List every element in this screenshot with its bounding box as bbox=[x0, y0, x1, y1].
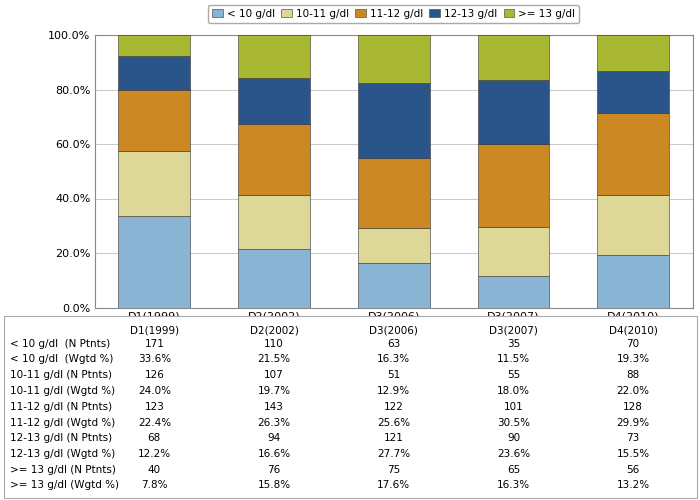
Text: 10-11 g/dl (Wgtd %): 10-11 g/dl (Wgtd %) bbox=[10, 386, 116, 396]
Text: 13.2%: 13.2% bbox=[617, 480, 650, 490]
Bar bbox=[358, 82, 430, 158]
Bar bbox=[238, 78, 310, 124]
Text: 10-11 g/dl (N Ptnts): 10-11 g/dl (N Ptnts) bbox=[10, 370, 113, 380]
Text: 12-13 g/dl (N Ptnts): 12-13 g/dl (N Ptnts) bbox=[10, 433, 113, 443]
Text: 25.6%: 25.6% bbox=[377, 418, 410, 428]
Text: D4(2010): D4(2010) bbox=[609, 326, 657, 336]
Bar bbox=[477, 80, 550, 144]
Text: 75: 75 bbox=[387, 465, 400, 475]
Text: 121: 121 bbox=[384, 433, 404, 443]
Text: 94: 94 bbox=[267, 433, 281, 443]
Text: 56: 56 bbox=[626, 465, 640, 475]
Text: 16.3%: 16.3% bbox=[377, 354, 410, 364]
Text: 88: 88 bbox=[626, 370, 640, 380]
Text: < 10 g/dl  (N Ptnts): < 10 g/dl (N Ptnts) bbox=[10, 339, 111, 349]
Text: 11-12 g/dl (N Ptnts): 11-12 g/dl (N Ptnts) bbox=[10, 402, 113, 412]
Text: 19.3%: 19.3% bbox=[617, 354, 650, 364]
Bar bbox=[597, 36, 669, 71]
Text: 123: 123 bbox=[144, 402, 164, 412]
Text: 35: 35 bbox=[507, 339, 520, 349]
Text: 55: 55 bbox=[507, 370, 520, 380]
Bar bbox=[597, 114, 669, 195]
Bar bbox=[597, 195, 669, 255]
Text: 15.5%: 15.5% bbox=[617, 449, 650, 459]
Bar bbox=[238, 124, 310, 195]
Text: 76: 76 bbox=[267, 465, 281, 475]
Text: 18.0%: 18.0% bbox=[497, 386, 530, 396]
Text: 11-12 g/dl (Wgtd %): 11-12 g/dl (Wgtd %) bbox=[10, 418, 116, 428]
Text: 90: 90 bbox=[507, 433, 520, 443]
Text: 12.2%: 12.2% bbox=[138, 449, 171, 459]
Bar bbox=[358, 34, 430, 82]
Text: D2(2002): D2(2002) bbox=[250, 326, 298, 336]
Text: 12.9%: 12.9% bbox=[377, 386, 410, 396]
Text: 16.6%: 16.6% bbox=[258, 449, 290, 459]
Bar bbox=[477, 227, 550, 276]
Bar bbox=[597, 71, 669, 114]
Text: 51: 51 bbox=[387, 370, 400, 380]
Bar bbox=[118, 56, 190, 90]
Text: 21.5%: 21.5% bbox=[258, 354, 290, 364]
Text: 30.5%: 30.5% bbox=[497, 418, 530, 428]
Text: >= 13 g/dl (Wgtd %): >= 13 g/dl (Wgtd %) bbox=[10, 480, 120, 490]
Text: >= 13 g/dl (N Ptnts): >= 13 g/dl (N Ptnts) bbox=[10, 465, 116, 475]
Text: 33.6%: 33.6% bbox=[138, 354, 171, 364]
Legend: < 10 g/dl, 10-11 g/dl, 11-12 g/dl, 12-13 g/dl, >= 13 g/dl: < 10 g/dl, 10-11 g/dl, 11-12 g/dl, 12-13… bbox=[209, 5, 580, 23]
Text: 63: 63 bbox=[387, 339, 400, 349]
Text: 171: 171 bbox=[144, 339, 164, 349]
Text: 143: 143 bbox=[264, 402, 284, 412]
Text: 29.9%: 29.9% bbox=[617, 418, 650, 428]
Bar bbox=[118, 216, 190, 308]
Text: D1(1999): D1(1999) bbox=[130, 326, 179, 336]
Text: 17.6%: 17.6% bbox=[377, 480, 410, 490]
Text: 23.6%: 23.6% bbox=[497, 449, 530, 459]
Text: 128: 128 bbox=[623, 402, 643, 412]
Text: 27.7%: 27.7% bbox=[377, 449, 410, 459]
Bar bbox=[358, 228, 430, 263]
Text: 24.0%: 24.0% bbox=[138, 386, 171, 396]
Text: 15.8%: 15.8% bbox=[258, 480, 290, 490]
Bar bbox=[238, 249, 310, 308]
Text: 16.3%: 16.3% bbox=[497, 480, 530, 490]
Text: < 10 g/dl  (Wgtd %): < 10 g/dl (Wgtd %) bbox=[10, 354, 114, 364]
Text: 11.5%: 11.5% bbox=[497, 354, 530, 364]
Text: 70: 70 bbox=[626, 339, 640, 349]
Text: 126: 126 bbox=[144, 370, 164, 380]
Bar bbox=[477, 36, 550, 80]
Text: 73: 73 bbox=[626, 433, 640, 443]
Text: 65: 65 bbox=[507, 465, 520, 475]
Text: 122: 122 bbox=[384, 402, 404, 412]
Bar bbox=[238, 36, 310, 78]
Text: 68: 68 bbox=[148, 433, 161, 443]
Bar bbox=[118, 150, 190, 216]
Bar bbox=[358, 263, 430, 308]
Bar bbox=[358, 158, 430, 228]
Text: 12-13 g/dl (Wgtd %): 12-13 g/dl (Wgtd %) bbox=[10, 449, 116, 459]
Text: 22.4%: 22.4% bbox=[138, 418, 171, 428]
Text: 40: 40 bbox=[148, 465, 161, 475]
Bar bbox=[118, 90, 190, 150]
Bar bbox=[238, 195, 310, 249]
Bar bbox=[477, 276, 550, 308]
Text: 110: 110 bbox=[264, 339, 284, 349]
Bar bbox=[118, 35, 190, 56]
Text: 26.3%: 26.3% bbox=[258, 418, 290, 428]
Bar bbox=[597, 255, 669, 308]
Text: D3(2007): D3(2007) bbox=[489, 326, 538, 336]
Bar bbox=[477, 144, 550, 227]
Text: 107: 107 bbox=[264, 370, 284, 380]
Text: 22.0%: 22.0% bbox=[617, 386, 650, 396]
Text: 101: 101 bbox=[503, 402, 524, 412]
Text: D3(2006): D3(2006) bbox=[370, 326, 418, 336]
Text: 19.7%: 19.7% bbox=[258, 386, 290, 396]
Text: 7.8%: 7.8% bbox=[141, 480, 167, 490]
